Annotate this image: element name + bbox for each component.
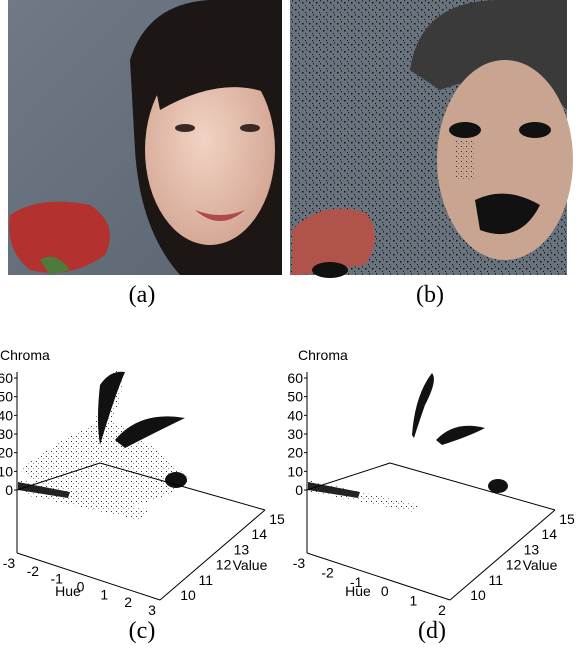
y-tick-label: 14 <box>541 526 557 542</box>
caption: (d) <box>418 618 446 644</box>
z-tick-label: 60 <box>287 370 303 386</box>
z-tick-label: 60 <box>0 370 13 386</box>
y-tick-label: 10 <box>470 587 486 603</box>
x-axis-label: Hue <box>345 583 371 599</box>
axis-line <box>307 463 390 490</box>
y-tick-label: 11 <box>489 572 504 588</box>
x-tick-label: 0 <box>381 583 389 599</box>
z-tick-label: 40 <box>0 407 13 423</box>
x-tick-label: -3 <box>3 555 16 571</box>
z-tick-label: 0 <box>295 482 303 498</box>
z-tick-label: 20 <box>0 445 13 461</box>
z-tick-label: 40 <box>287 407 303 423</box>
x-tick-label: -2 <box>321 564 334 580</box>
z-tick-label: 10 <box>287 463 303 479</box>
caption: (c) <box>129 618 156 644</box>
photo-a <box>8 0 282 275</box>
y-tick-label: 11 <box>199 572 214 588</box>
y-tick-label: 13 <box>234 541 250 557</box>
x-tick-label: 1 <box>410 593 418 609</box>
figure: (a) (b) (c) (d) 6050403020100-3-2-101231… <box>0 0 579 652</box>
photo-b <box>290 0 573 278</box>
z-tick-label: 50 <box>287 389 303 405</box>
y-tick-label: 15 <box>269 511 285 527</box>
point-cloud-d <box>308 373 508 512</box>
y-tick-label: 13 <box>524 541 540 557</box>
x-tick-label: 3 <box>148 602 156 618</box>
x-axis-label: Hue <box>55 583 81 599</box>
y-tick-label: 10 <box>180 587 196 603</box>
y-tick-label: 14 <box>251 526 267 542</box>
y-axis-label: Value <box>523 557 558 573</box>
z-tick-label: 30 <box>287 426 303 442</box>
y-tick-label: 15 <box>559 511 575 527</box>
x-tick-label: -3 <box>293 555 306 571</box>
caption: (b) <box>416 282 444 308</box>
x-tick-label: 2 <box>124 594 132 610</box>
point-cloud-c <box>18 370 190 520</box>
y-axis-label: Value <box>233 557 268 573</box>
z-tick-label: 50 <box>0 389 13 405</box>
x-tick-label: 1 <box>100 586 108 602</box>
z-tick-label: 10 <box>0 463 13 479</box>
z-tick-label: 20 <box>287 445 303 461</box>
caption: (a) <box>129 282 156 308</box>
y-tick-label: 12 <box>506 557 522 573</box>
y-tick-label: 12 <box>216 557 232 573</box>
z-axis-label: Chroma <box>0 347 50 363</box>
x-tick-label: 2 <box>438 602 446 618</box>
z-axis-label: Chroma <box>298 347 348 363</box>
z-tick-label: 0 <box>5 482 13 498</box>
z-tick-label: 30 <box>0 426 13 442</box>
axis-line <box>390 463 555 510</box>
x-tick-label: -2 <box>27 563 40 579</box>
